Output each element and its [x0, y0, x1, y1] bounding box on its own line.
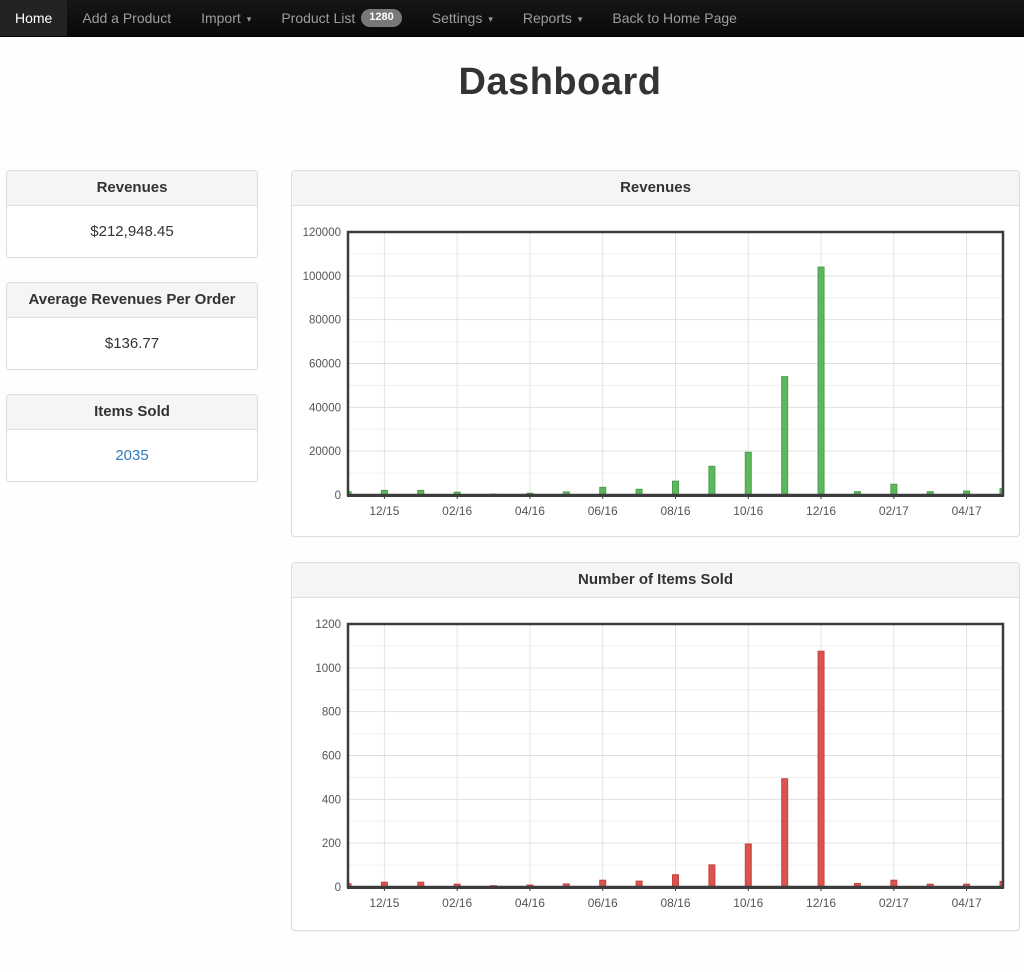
svg-text:02/17: 02/17 [879, 896, 909, 910]
svg-text:04/16: 04/16 [515, 504, 545, 518]
svg-text:100000: 100000 [303, 271, 341, 283]
svg-text:02/16: 02/16 [442, 896, 472, 910]
items-sold-link[interactable]: 2035 [115, 447, 149, 464]
items-sold-chart: 0 200 400 600 800 1000 1200 12/15 02/16 04/16 06/1… [315, 619, 1005, 910]
nav-item-home-label: Home [15, 10, 53, 26]
items-sold-chart-header: Number of Items Sold [292, 563, 1019, 598]
svg-text:12/16: 12/16 [806, 896, 836, 910]
svg-text:04/17: 04/17 [952, 504, 982, 518]
items-sold-chart-body: 0 200 400 600 800 1000 1200 12/15 02/16 04/16 06/1… [292, 598, 1019, 930]
items-sold-stat-header: Items Sold [7, 395, 257, 430]
items-sold-chart-title: Number of Items Sold [577, 571, 734, 588]
svg-text:40000: 40000 [309, 402, 341, 414]
chevron-down-icon: ▾ [577, 13, 583, 24]
revenues-chart: 0 20000 40000 60000 80000 100000 120000 12/15 02… [303, 227, 1005, 518]
avg-revenues-stat-panel: Average Revenues Per Order $136.77 [6, 282, 258, 370]
svg-text:04/17: 04/17 [952, 896, 982, 910]
main-content: Revenues $212,948.45 Average Revenues Pe… [0, 170, 1024, 956]
revenues-chart-title: Revenues [620, 179, 691, 196]
revenues-stat-panel: Revenues $212,948.45 [6, 170, 258, 258]
svg-text:800: 800 [322, 707, 341, 719]
items-sold-stat-title: Items Sold [94, 403, 170, 420]
nav-item-settings-label: Settings [431, 10, 483, 26]
revenues-stat-value: $212,948.45 [90, 223, 174, 240]
avg-revenues-stat-title: Average Revenues Per Order [28, 291, 236, 308]
svg-text:80000: 80000 [309, 315, 341, 327]
revenues-stat-header: Revenues [7, 171, 257, 206]
items-sold-stat-panel: Items Sold 2035 [6, 394, 258, 482]
chevron-down-icon: ▾ [488, 13, 493, 24]
svg-text:02/16: 02/16 [442, 504, 472, 518]
nav-item-product-list-label: Product List [281, 10, 356, 26]
avg-revenues-stat-body: $136.77 [7, 318, 257, 369]
revenues-chart-panel: Revenues 0 20000 40000 60000 80000 100000 1200… [291, 170, 1020, 537]
svg-text:400: 400 [322, 794, 341, 806]
items-sold-stat-body: 2035 [7, 430, 257, 481]
svg-text:600: 600 [322, 751, 341, 763]
svg-text:08/16: 08/16 [660, 896, 690, 910]
nav-item-import-label: Import [201, 10, 241, 26]
svg-text:10/16: 10/16 [733, 504, 763, 518]
nav-item-reports-label: Reports [522, 10, 572, 26]
page-title: Dashboard [458, 61, 662, 103]
svg-text:02/17: 02/17 [879, 504, 909, 518]
revenues-stat-title: Revenues [96, 179, 168, 196]
chevron-down-icon: ▾ [246, 13, 252, 24]
product-count-badge: 1280 [361, 9, 402, 27]
revenues-chart-body: 0 20000 40000 60000 80000 100000 120000 12/15 02… [292, 206, 1019, 536]
svg-text:12/15: 12/15 [369, 896, 399, 910]
svg-text:04/16: 04/16 [515, 896, 545, 910]
top-navbar: Home Add a Product Import ▾ Product List… [0, 0, 1024, 37]
avg-revenues-stat-value: $136.77 [104, 335, 160, 352]
stats-column: Revenues $212,948.45 Average Revenues Pe… [6, 170, 258, 506]
svg-text:120000: 120000 [303, 227, 341, 239]
svg-text:60000: 60000 [309, 359, 341, 371]
svg-text:12/15: 12/15 [369, 504, 399, 518]
nav-item-product-list[interactable]: Product List 1280 [266, 0, 416, 36]
nav-item-import[interactable]: Import ▾ [186, 0, 266, 36]
nav-item-back-to-home-label: Back to Home Page [612, 10, 737, 26]
svg-text:06/16: 06/16 [588, 896, 618, 910]
nav-item-reports[interactable]: Reports ▾ [508, 0, 598, 36]
nav-item-back-to-home[interactable]: Back to Home Page [597, 0, 752, 36]
nav-item-home[interactable]: Home [0, 0, 68, 36]
revenues-chart-header: Revenues [292, 171, 1019, 206]
nav-item-add-a-product-label: Add a Product [82, 10, 172, 26]
svg-text:12/16: 12/16 [806, 504, 836, 518]
svg-text:200: 200 [322, 838, 341, 850]
charts-column: Revenues 0 20000 40000 60000 80000 100000 1200… [291, 170, 1020, 956]
svg-text:10/16: 10/16 [733, 896, 763, 910]
svg-text:08/16: 08/16 [660, 504, 690, 518]
nav-item-add-a-product[interactable]: Add a Product [67, 0, 186, 36]
svg-text:1200: 1200 [315, 619, 341, 631]
items-sold-chart-panel: Number of Items Sold 0 200 400 600 800 1000 12… [291, 562, 1020, 931]
svg-text:0: 0 [335, 882, 341, 894]
revenues-stat-body: $212,948.45 [7, 206, 257, 257]
avg-revenues-stat-header: Average Revenues Per Order [7, 283, 257, 318]
nav-item-settings[interactable]: Settings ▾ [417, 0, 508, 36]
svg-text:06/16: 06/16 [588, 504, 618, 518]
svg-text:1000: 1000 [315, 663, 341, 675]
svg-text:20000: 20000 [309, 446, 341, 458]
svg-text:0: 0 [335, 490, 341, 502]
